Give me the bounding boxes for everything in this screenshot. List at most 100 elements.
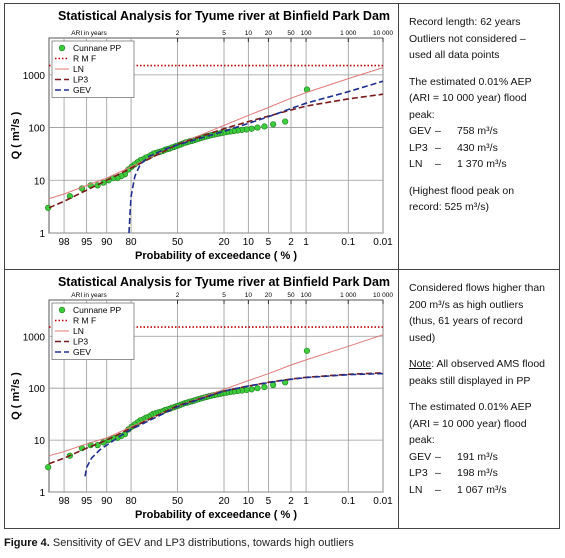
x-tick-label: 95: [81, 496, 93, 507]
legend-marker: [58, 306, 66, 314]
x-axis-label: Probability of exceedance ( % ): [135, 509, 297, 521]
note-text: peaks still displayed in PP: [409, 374, 531, 387]
data-point: [261, 123, 268, 130]
data-point: [248, 125, 255, 132]
estimate-cell: GEV: [409, 450, 432, 463]
note-line: The estimated 0.01% AEP: [409, 74, 554, 91]
x2-tick-label: 10 000: [373, 292, 393, 299]
note-line: Record length: 62 years: [409, 14, 554, 31]
x-tick-label: 0.1: [341, 496, 355, 507]
data-point: [282, 118, 289, 125]
x2-tick-label: 1 000: [340, 30, 357, 37]
x2-axis-label: ARI in years: [71, 30, 107, 37]
legend-label: R M F: [73, 316, 96, 326]
note-line: Note: All observed AMS flood: [409, 356, 554, 373]
caption: Figure 4. Sensitivity of GEV and LP3 dis…: [4, 537, 354, 549]
estimate-cell: 758 m³/s: [457, 125, 498, 137]
chart-title: Statistical Analysis for Tyume river at …: [58, 9, 390, 23]
note-block: Record length: 62 years Outliers not cons…: [409, 14, 554, 64]
note-line: 200 m³/s as high outliers: [409, 297, 554, 314]
note-text: record: 525 m³/s): [409, 201, 489, 213]
data-point: [45, 464, 52, 471]
note-block: (Highest flood peak on record: 525 m³/s): [409, 183, 554, 216]
x-tick-label: 80: [125, 496, 137, 507]
series-line: [84, 372, 384, 477]
x-tick-label: 98: [58, 237, 70, 248]
legend-marker: [58, 44, 66, 52]
estimate-cell: LN: [409, 483, 423, 496]
caption-label: Figure 4.: [4, 537, 50, 549]
x-tick-label: 20: [218, 237, 230, 248]
x-tick-label: 10: [243, 496, 255, 507]
x2-tick-label: 100: [301, 30, 312, 37]
note-block: Considered flows higher than 200 m³/s as …: [409, 280, 554, 346]
chart-title: Statistical Analysis for Tyume river at …: [58, 275, 390, 289]
note-line: used): [409, 330, 554, 347]
legend-label: LP3: [73, 75, 88, 85]
note-block: The estimated 0.01% AEP (ARI = 10 000 yea…: [409, 74, 554, 173]
x-tick-label: 50: [172, 496, 184, 507]
note-text: (thus, 61 years of record: [409, 315, 523, 327]
estimate-cell: LP3: [409, 141, 428, 154]
estimate-cell: 191 m³/s: [457, 450, 498, 463]
data-point: [45, 204, 52, 211]
x-tick-label: 90: [101, 237, 113, 248]
x2-tick-label: 10 000: [373, 30, 393, 37]
estimate-cell: LP3: [409, 467, 428, 479]
note-line: (ARI = 10 000 year) flood peak:: [409, 90, 554, 123]
estimate-cell: 430 m³/s: [457, 141, 498, 154]
note-line: The estimated 0.01% AEP: [409, 399, 554, 416]
estimate-row: GEV – 191 m³/s: [409, 449, 554, 466]
data-point: [270, 381, 277, 389]
note-text: The estimated 0.01% AEP: [409, 401, 532, 413]
x2-tick-label: 20: [265, 30, 273, 37]
series-line: [48, 334, 384, 457]
x-tick-label: 10: [243, 237, 255, 248]
legend-label: GEV: [73, 85, 91, 95]
y-axis-label: Q ( m³/s ): [10, 111, 22, 159]
y-tick-label: 100: [28, 124, 45, 135]
estimate-cell: –: [435, 483, 441, 496]
series-line: [128, 80, 384, 234]
x2-tick-label: 50: [287, 292, 295, 299]
x-tick-label: 0.01: [373, 237, 393, 248]
chart: Statistical Analysis for Tyume river at …: [10, 9, 393, 262]
x-tick-label: 2: [288, 496, 294, 507]
y-axis-label: Q ( m³/s ): [10, 372, 22, 420]
estimate-cell: 198 m³/s: [457, 467, 498, 479]
x-tick-label: 98: [58, 496, 70, 507]
note-text: used all data points: [409, 49, 500, 61]
note-line: Considered flows higher than: [409, 280, 554, 297]
x2-tick-label: 10: [245, 30, 253, 37]
note-line: (ARI = 10 000 year) flood peak:: [409, 416, 554, 449]
estimate-row: LN – 1 370 m³/s: [409, 156, 554, 173]
x-tick-label: 50: [172, 237, 184, 248]
estimate-cell: –: [435, 467, 441, 479]
y-tick-label: 1: [39, 229, 45, 240]
estimate-cell: 1 370 m³/s: [457, 158, 507, 170]
x2-tick-label: 10: [245, 292, 253, 299]
legend-label: R M F: [73, 54, 96, 64]
note-text: (ARI = 10 000 year) flood peak:: [409, 417, 527, 447]
note-line: used all data points: [409, 47, 554, 64]
estimate-cell: LN: [409, 158, 423, 170]
note-text: (ARI = 10 000 year) flood peak:: [409, 92, 527, 121]
note-text: Considered flows higher than: [409, 282, 545, 294]
legend-label: Cunnane PP: [73, 43, 122, 53]
data-point: [261, 383, 268, 391]
estimate-row: GEV – 758 m³/s: [409, 123, 554, 140]
note-line: Outliers not considered –: [409, 31, 554, 48]
note-line: (thus, 61 years of record: [409, 313, 554, 330]
y-tick-label: 10: [34, 176, 46, 187]
x-tick-label: 0.1: [341, 237, 355, 248]
note-text: The estimated 0.01% AEP: [409, 75, 532, 88]
estimate-cell: GEV: [409, 125, 432, 137]
x-tick-label: 90: [101, 496, 113, 507]
x2-tick-label: 1 000: [340, 292, 357, 299]
estimate-cell: –: [435, 158, 441, 170]
estimate-cell: 1 067 m³/s: [457, 483, 507, 496]
x-tick-label: 95: [81, 237, 93, 248]
note-label: Note: [409, 358, 432, 370]
note-text: (Highest flood peak on: [409, 184, 515, 197]
